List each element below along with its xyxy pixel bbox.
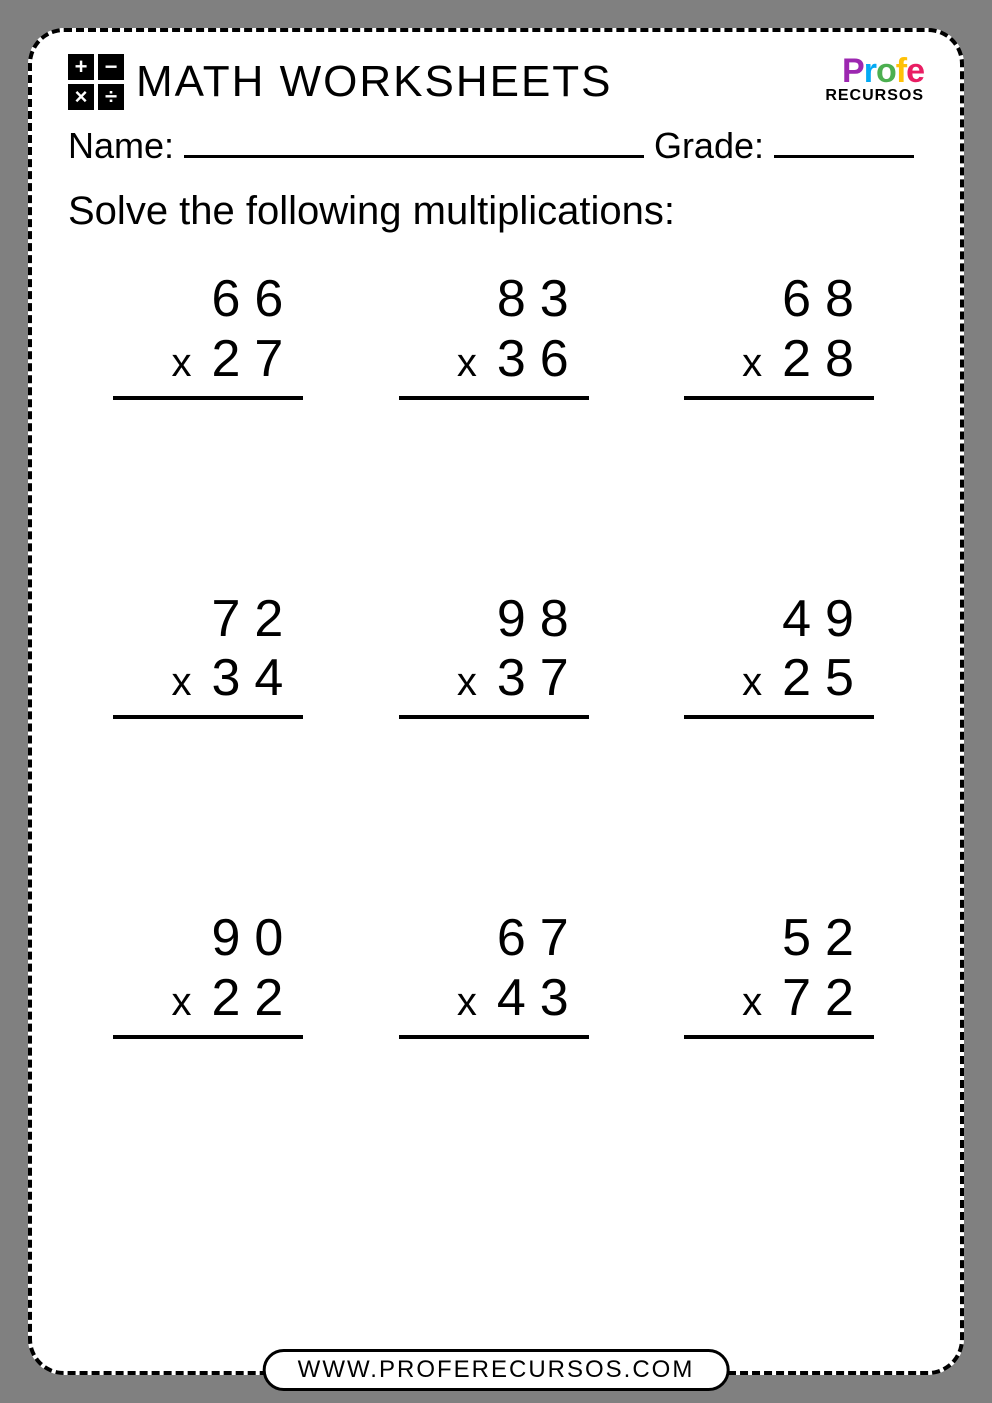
multiplicand: 66 xyxy=(211,270,303,330)
problem-2: 83 x 36 xyxy=(383,270,608,400)
equals-rule xyxy=(113,396,303,400)
multiplier-row: x 27 xyxy=(171,330,303,390)
equals-rule xyxy=(399,396,589,400)
logo-top: Profe xyxy=(825,54,924,88)
multiplicand: 90 xyxy=(211,909,303,969)
multiply-icon: x xyxy=(171,340,191,386)
multiplier-row: x 22 xyxy=(171,969,303,1029)
logo-letter: f xyxy=(896,52,906,90)
multiply-icon: x xyxy=(457,340,477,386)
page-title: MATH WORKSHEETS xyxy=(136,57,613,107)
equals-rule xyxy=(113,715,303,719)
equals-rule xyxy=(684,396,874,400)
grade-label: Grade: xyxy=(654,125,764,167)
multiply-icon: x xyxy=(742,340,762,386)
multiplicand: 72 xyxy=(211,590,303,650)
operations-icon: + − × ÷ xyxy=(68,54,124,110)
problem-7: 90 x 22 xyxy=(98,909,323,1039)
instruction-text: Solve the following multiplications: xyxy=(68,189,924,234)
multiply-icon: x xyxy=(457,659,477,705)
multiplier: 34 xyxy=(211,649,303,709)
equals-rule xyxy=(399,1035,589,1039)
logo-letter: o xyxy=(876,52,896,90)
worksheet-sheet: + − × ÷ MATH WORKSHEETS Profe RECURSOS N… xyxy=(28,28,964,1375)
multiplier: 37 xyxy=(497,649,589,709)
problem-1: 66 x 27 xyxy=(98,270,323,400)
multiplier: 72 xyxy=(782,969,874,1029)
logo-sub: RECURSOS xyxy=(825,88,924,104)
problem-8: 67 x 43 xyxy=(383,909,608,1039)
multiply-icon: x xyxy=(742,979,762,1025)
footer-url-badge: WWW.PROFERECURSOS.COM xyxy=(263,1349,730,1391)
equals-rule xyxy=(399,715,589,719)
problem-3: 68 x 28 xyxy=(669,270,894,400)
multiply-icon: x xyxy=(171,659,191,705)
multiplier-row: x 28 xyxy=(742,330,874,390)
multiplier: 28 xyxy=(782,330,874,390)
equals-rule xyxy=(684,715,874,719)
op-divide-icon: ÷ xyxy=(98,84,124,110)
multiplier: 43 xyxy=(497,969,589,1029)
problem-4: 72 x 34 xyxy=(98,590,323,720)
logo-letter: P xyxy=(842,52,864,90)
multiplicand: 98 xyxy=(497,590,589,650)
problem-5: 98 x 37 xyxy=(383,590,608,720)
multiplier-row: x 43 xyxy=(457,969,589,1029)
multiplier-row: x 36 xyxy=(457,330,589,390)
multiplier-row: x 72 xyxy=(742,969,874,1029)
equals-rule xyxy=(113,1035,303,1039)
name-input-line[interactable] xyxy=(184,124,644,158)
multiply-icon: x xyxy=(742,659,762,705)
multiplier: 36 xyxy=(497,330,589,390)
multiplier: 27 xyxy=(211,330,303,390)
multiplicand: 67 xyxy=(497,909,589,969)
grade-input-line[interactable] xyxy=(774,124,914,158)
problems-grid: 66 x27 83 x36 68 x28 72 x34 98 x37 49 x2… xyxy=(68,270,924,1039)
problem-9: 52 x 72 xyxy=(669,909,894,1039)
title-block: + − × ÷ MATH WORKSHEETS xyxy=(68,54,613,110)
multiply-icon: x xyxy=(457,979,477,1025)
logo-letter: r xyxy=(864,52,876,90)
multiplicand: 52 xyxy=(782,909,874,969)
op-minus-icon: − xyxy=(98,54,124,80)
logo-letter: e xyxy=(906,52,924,90)
multiplier-row: x 37 xyxy=(457,649,589,709)
equals-rule xyxy=(684,1035,874,1039)
op-times-icon: × xyxy=(68,84,94,110)
multiplicand: 49 xyxy=(782,590,874,650)
multiplier-row: x 34 xyxy=(171,649,303,709)
name-label: Name: xyxy=(68,125,174,167)
header: + − × ÷ MATH WORKSHEETS Profe RECURSOS xyxy=(68,54,924,110)
student-fields: Name: Grade: xyxy=(68,124,924,167)
multiplicand: 68 xyxy=(782,270,874,330)
brand-logo: Profe RECURSOS xyxy=(825,54,924,104)
op-plus-icon: + xyxy=(68,54,94,80)
multiplicand: 83 xyxy=(497,270,589,330)
multiplier-row: x 25 xyxy=(742,649,874,709)
multiplier: 25 xyxy=(782,649,874,709)
problem-6: 49 x 25 xyxy=(669,590,894,720)
multiplier: 22 xyxy=(211,969,303,1029)
multiply-icon: x xyxy=(171,979,191,1025)
